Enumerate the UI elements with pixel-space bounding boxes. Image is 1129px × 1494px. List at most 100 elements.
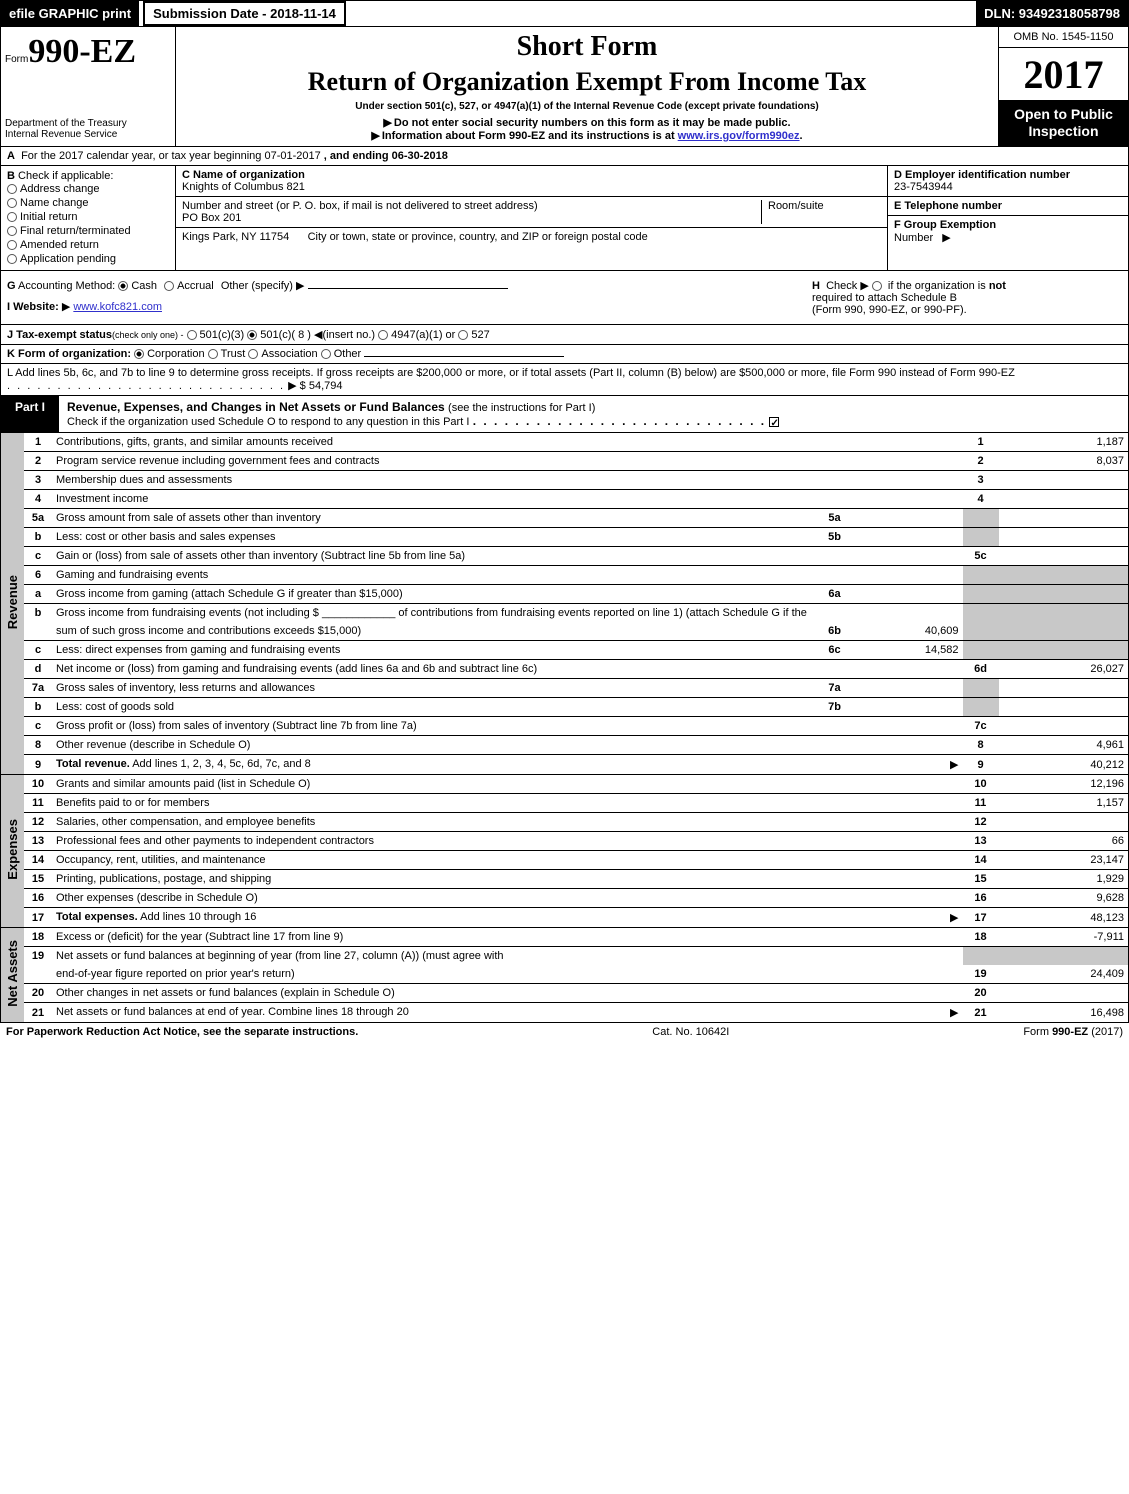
radio-label: 501(c)(3) xyxy=(200,329,245,341)
check-label: Application pending xyxy=(20,253,116,265)
radio-association[interactable]: Association xyxy=(248,348,317,360)
line-number: 16 xyxy=(24,889,52,908)
line-number: 8 xyxy=(24,736,52,755)
label-h: H xyxy=(812,280,820,292)
instructions-link[interactable]: www.irs.gov/form990ez xyxy=(678,130,800,142)
line-description: Other revenue (describe in Schedule O) xyxy=(52,736,963,755)
radio-trust[interactable]: Trust xyxy=(208,348,246,360)
line-number: 18 xyxy=(24,928,52,947)
line-description: Occupancy, rent, utilities, and maintena… xyxy=(52,851,963,870)
ein-label: D Employer identification number xyxy=(894,169,1070,181)
accounting-method-label: Accounting Method: xyxy=(18,280,115,292)
section-def: D Employer identification number 23-7543… xyxy=(888,166,1128,270)
check-application-pending[interactable]: Application pending xyxy=(7,252,169,266)
open-public-badge: Open to Public Inspection xyxy=(999,100,1128,146)
street-label: Number and street (or P. O. box, if mail… xyxy=(182,200,761,212)
sub-line-number: 6a xyxy=(817,585,853,604)
check-address-change[interactable]: Address change xyxy=(7,182,169,196)
line-number: 12 xyxy=(24,813,52,832)
radio-label: Other xyxy=(334,348,362,360)
group-exemption-label: F Group Exemption xyxy=(894,219,996,231)
check-label: Final return/terminated xyxy=(20,225,131,237)
line-description: Program service revenue including govern… xyxy=(52,452,963,471)
table-row: 16Other expenses (describe in Schedule O… xyxy=(1,889,1129,908)
line-number: 4 xyxy=(24,490,52,509)
radio-4947[interactable]: 4947(a)(1) or xyxy=(378,329,455,341)
radio-527[interactable]: 527 xyxy=(458,329,489,341)
line-description: Gross amount from sale of assets other t… xyxy=(52,509,817,528)
line-amount: 4,961 xyxy=(999,736,1129,755)
right-line-number: 9 xyxy=(963,755,999,775)
check-initial-return[interactable]: Initial return xyxy=(7,210,169,224)
h-checkbox[interactable] xyxy=(872,281,882,291)
org-name: Knights of Columbus 821 xyxy=(182,181,881,193)
page-footer: For Paperwork Reduction Act Notice, see … xyxy=(0,1023,1129,1041)
check-name-change[interactable]: Name change xyxy=(7,196,169,210)
radio-cash[interactable]: Cash xyxy=(118,280,157,292)
h-not: not xyxy=(989,280,1006,292)
city-label: City or town, state or province, country… xyxy=(308,231,648,243)
line-description: Other changes in net assets or fund bala… xyxy=(52,984,963,1003)
radio-corporation[interactable]: Corporation xyxy=(134,348,204,360)
other-field[interactable] xyxy=(364,356,564,357)
line-number: a xyxy=(24,585,52,604)
right-line-number xyxy=(963,566,999,585)
table-row: sum of such gross income and contributio… xyxy=(1,622,1129,641)
open-public-line1: Open to Public xyxy=(1001,106,1126,123)
k-label: K Form of organization: xyxy=(7,348,131,360)
radio-501c[interactable]: 501(c)( 8 ) xyxy=(247,329,311,341)
line-description: Total revenue. Add lines 1, 2, 3, 4, 5c,… xyxy=(52,755,963,775)
line-amount: 66 xyxy=(999,832,1129,851)
sub-line-number: 6b xyxy=(817,622,853,641)
line-number: b xyxy=(24,604,52,623)
h-text4: (Form 990, 990-EZ, or 990-PF). xyxy=(812,304,967,316)
line-amount: 1,157 xyxy=(999,794,1129,813)
financial-table: Revenue1Contributions, gifts, grants, an… xyxy=(0,433,1129,1023)
form-number: 990-EZ xyxy=(28,33,136,70)
check-amended[interactable]: Amended return xyxy=(7,238,169,252)
radio-label: Accrual xyxy=(177,280,214,292)
table-row: 4Investment income4 xyxy=(1,490,1129,509)
short-form-title: Short Form xyxy=(182,31,992,63)
line-description: Grants and similar amounts paid (list in… xyxy=(52,775,963,794)
l-text: L Add lines 5b, 6c, and 7b to line 9 to … xyxy=(7,367,1015,379)
website-link[interactable]: www.kofc821.com xyxy=(73,301,162,313)
section-a-tax-year: A For the 2017 calendar year, or tax yea… xyxy=(0,147,1129,166)
line-description: Other expenses (describe in Schedule O) xyxy=(52,889,963,908)
right-line-number xyxy=(963,622,999,641)
check-final-return[interactable]: Final return/terminated xyxy=(7,224,169,238)
line-amount xyxy=(999,698,1129,717)
table-row: 7aGross sales of inventory, less returns… xyxy=(1,679,1129,698)
telephone-label: E Telephone number xyxy=(894,200,1002,212)
line-number: b xyxy=(24,698,52,717)
right-line-number: 14 xyxy=(963,851,999,870)
table-row: bLess: cost of goods sold7b xyxy=(1,698,1129,717)
section-c: C Name of organization Knights of Columb… xyxy=(176,166,888,270)
table-row: 11Benefits paid to or for members111,157 xyxy=(1,794,1129,813)
radio-accrual[interactable]: Accrual xyxy=(164,280,214,292)
check-label: Initial return xyxy=(20,211,77,223)
line-description: Printing, publications, postage, and shi… xyxy=(52,870,963,889)
line-description: Salaries, other compensation, and employ… xyxy=(52,813,963,832)
under-section: Under section 501(c), 527, or 4947(a)(1)… xyxy=(182,101,992,112)
table-row: aGross income from gaming (attach Schedu… xyxy=(1,585,1129,604)
return-title: Return of Organization Exempt From Incom… xyxy=(182,67,992,97)
line-amount xyxy=(999,528,1129,547)
line-description: Less: cost of goods sold xyxy=(52,698,817,717)
table-row: 20Other changes in net assets or fund ba… xyxy=(1,984,1129,1003)
radio-other[interactable]: Other xyxy=(321,348,362,360)
efile-print-button[interactable]: efile GRAPHIC print xyxy=(1,1,139,26)
right-line-number xyxy=(963,641,999,660)
table-row: 5aGross amount from sale of assets other… xyxy=(1,509,1129,528)
check-label: Address change xyxy=(20,183,100,195)
right-line-number: 18 xyxy=(963,928,999,947)
line-number: 21 xyxy=(24,1003,52,1023)
other-specify-field[interactable] xyxy=(308,288,508,289)
line-amount: 9,628 xyxy=(999,889,1129,908)
schedule-o-checkbox[interactable] xyxy=(769,417,779,427)
j-label: J Tax-exempt status xyxy=(7,329,112,341)
radio-501c3[interactable]: 501(c)(3) xyxy=(187,329,245,341)
form-prefix: Form xyxy=(5,54,28,65)
right-line-number: 1 xyxy=(963,433,999,452)
footer-center: Cat. No. 10642I xyxy=(652,1026,729,1038)
